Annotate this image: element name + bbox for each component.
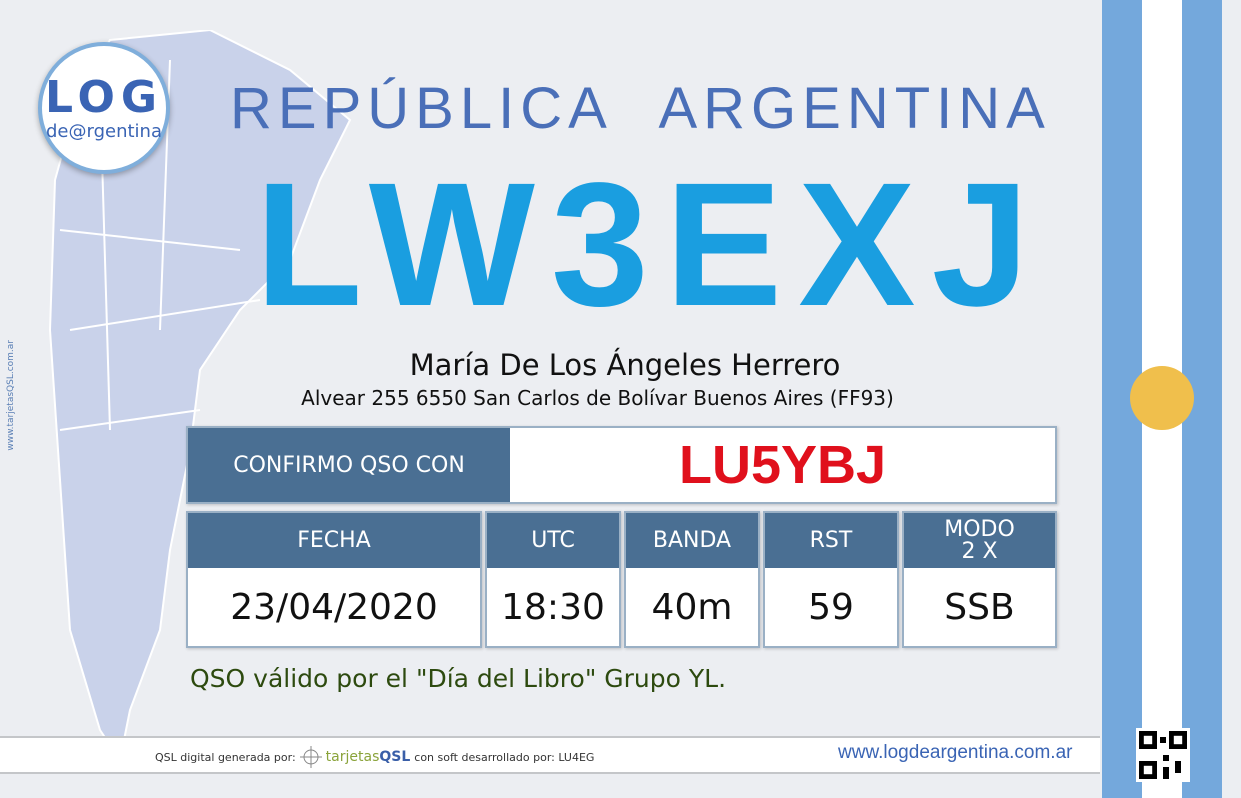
- field-value: 18:30: [501, 586, 605, 628]
- field-header: BANDA: [626, 513, 758, 568]
- brand-part-b: QSL: [379, 749, 411, 765]
- field-value: 23/04/2020: [230, 586, 438, 628]
- contact-callsign: LU5YBJ: [678, 435, 887, 495]
- qso-field-utc: UTC 18:30: [485, 511, 621, 648]
- brand-part-a: tarjetas: [325, 749, 380, 765]
- log-de-argentina-logo: LOG de@rgentina: [38, 42, 170, 174]
- argentina-map: [48, 30, 352, 760]
- generated-by: QSL digital generada por: tarjetasQSL co…: [155, 746, 594, 768]
- sun-of-may-icon: [1130, 366, 1194, 430]
- field-value: 59: [808, 586, 854, 628]
- qso-field-rst: RST 59: [763, 511, 899, 648]
- country-title: REPÚBLICA ARGENTINA: [230, 76, 1051, 141]
- logo-subtext: de@rgentina: [46, 121, 162, 142]
- qso-note: QSO válido por el "Día del Libro" Grupo …: [190, 664, 727, 693]
- field-value: 40m: [651, 586, 733, 628]
- callsign: LW3EXJ: [255, 147, 1046, 343]
- footer-band: [0, 736, 1100, 774]
- logo-text: LOG: [45, 72, 163, 123]
- crosshair-icon: [299, 746, 322, 768]
- qso-field-modo: MODO 2 X SSB: [902, 511, 1057, 648]
- qso-field-banda: BANDA 40m: [624, 511, 760, 648]
- soft-by: con soft desarrollado por: LU4EG: [414, 750, 595, 764]
- field-header: MODO 2 X: [904, 513, 1055, 568]
- website-link[interactable]: www.logdeargentina.com.ar: [838, 742, 1073, 763]
- qr-code-icon: [1136, 728, 1190, 782]
- confirm-label: CONFIRMO QSO CON: [188, 428, 510, 502]
- generated-by-label: QSL digital generada por:: [155, 750, 296, 764]
- operator-address: Alvear 255 6550 San Carlos de Bolívar Bu…: [301, 386, 894, 410]
- qso-field-fecha: FECHA 23/04/2020: [186, 511, 482, 648]
- field-header: RST: [765, 513, 897, 568]
- confirm-qso-row: CONFIRMO QSO CON LU5YBJ: [186, 426, 1057, 504]
- field-value: SSB: [944, 586, 1015, 628]
- operator-name: María De Los Ángeles Herrero: [409, 348, 841, 382]
- field-header: UTC: [487, 513, 619, 568]
- tarjetasqsl-link[interactable]: tarjetasQSL: [326, 749, 411, 765]
- field-header: FECHA: [188, 513, 480, 568]
